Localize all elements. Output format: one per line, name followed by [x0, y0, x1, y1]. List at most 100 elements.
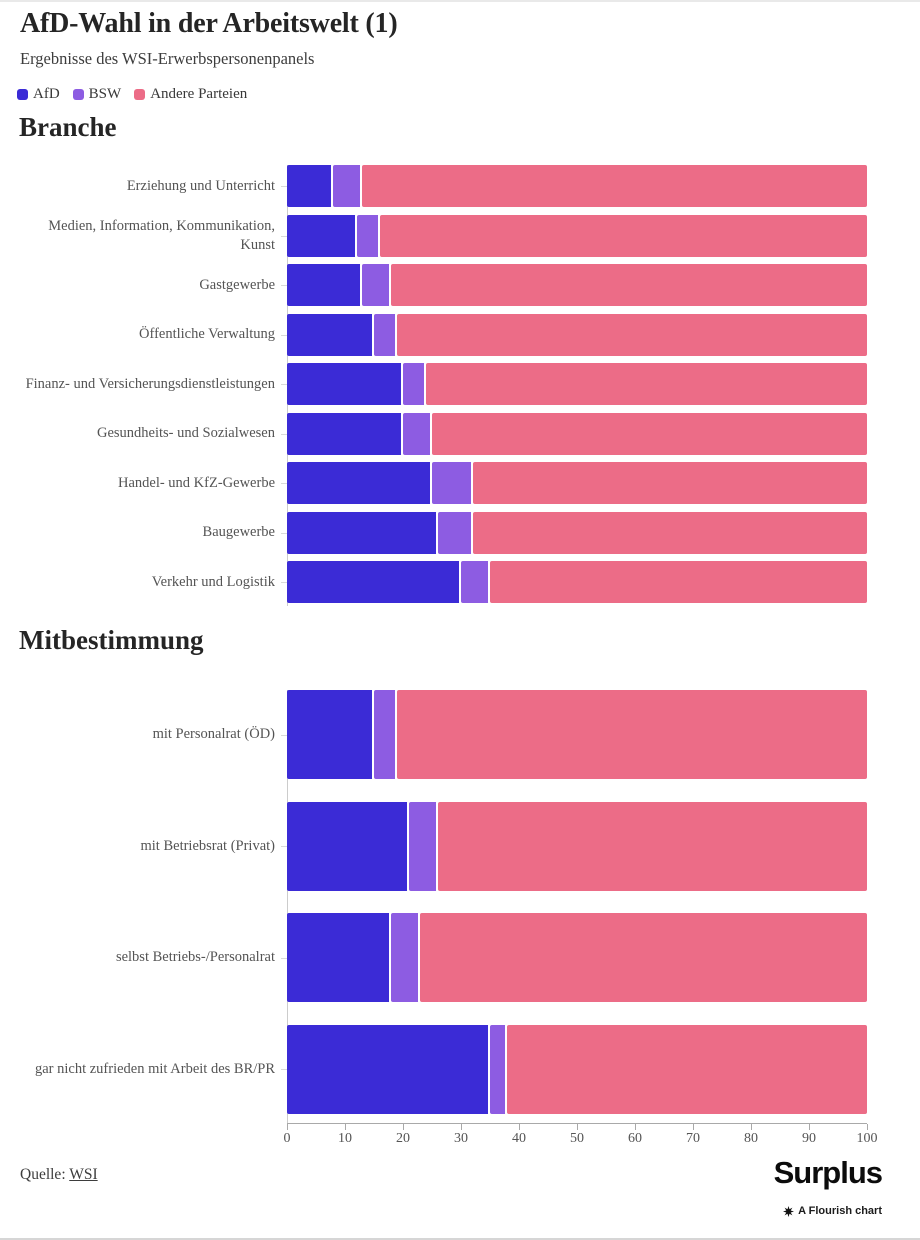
bar-segment-afd[interactable] — [287, 214, 357, 257]
flourish-star-icon — [783, 1205, 795, 1217]
bar-segment-afd[interactable] — [287, 165, 334, 207]
bar-segment-bsw[interactable] — [403, 363, 427, 405]
legend-label: BSW — [88, 86, 122, 102]
flourish-attribution-label: A Flourish chart — [798, 1205, 882, 1217]
tick-label: 70 — [686, 1131, 700, 1146]
chart-row: Medien, Information, Kommunikation, Kuns… — [20, 214, 900, 257]
mitbestimmung-chart: mit Personalrat (ÖD) mit Betriebsrat (Pri… — [20, 690, 900, 1136]
bar-segment-bsw[interactable] — [461, 561, 490, 603]
source-link[interactable]: WSI — [69, 1166, 98, 1183]
tick-label: 90 — [802, 1131, 816, 1146]
stacked-bar — [281, 264, 867, 306]
flourish-attribution[interactable]: A Flourish chart — [783, 1205, 882, 1217]
bar-segment-afd[interactable] — [287, 412, 403, 455]
bar-segment-andere-parteien[interactable] — [362, 165, 867, 207]
page-title: AfD-Wahl in der Arbeitswelt (1) — [20, 8, 398, 39]
legend-label: AfD — [33, 86, 60, 102]
source-note: Quelle: WSI — [20, 1166, 98, 1184]
tick-label: 20 — [396, 1131, 410, 1146]
row-label: Erziehung und Unterricht — [126, 177, 275, 194]
tick-label: 40 — [512, 1131, 526, 1146]
row-label: Handel- und KfZ-Gewerbe — [117, 474, 275, 491]
legend-swatch — [17, 89, 28, 100]
bar-segment-bsw[interactable] — [432, 462, 473, 504]
bar-segment-bsw[interactable] — [490, 1024, 508, 1114]
x-axis: 0 10 20 30 40 50 60 70 80 90 100 — [284, 1123, 878, 1146]
tick-label: 30 — [454, 1131, 468, 1146]
bar-segment-andere-parteien[interactable] — [391, 264, 867, 306]
chart-row: gar nicht zufrieden mit Arbeit des BR/PR — [20, 1024, 900, 1114]
tick-mark — [286, 1124, 288, 1130]
bar-segment-bsw[interactable] — [374, 690, 398, 779]
chart-row: Gastgewerbe — [20, 264, 900, 306]
bar-segment-afd[interactable] — [287, 313, 374, 356]
bar-segment-afd[interactable] — [287, 801, 409, 891]
bar-segment-afd[interactable] — [287, 690, 374, 779]
bar-segment-afd[interactable] — [287, 511, 438, 554]
tick-mark — [344, 1124, 346, 1130]
bar-segment-andere-parteien[interactable] — [432, 412, 867, 455]
row-label: Gesundheits- und Sozialwesen — [97, 425, 275, 442]
stacked-bar — [281, 561, 867, 603]
tick-label: 50 — [570, 1131, 584, 1146]
tick-mark — [634, 1124, 636, 1130]
bar-segment-andere-parteien[interactable] — [472, 462, 867, 504]
surplus-logo: Surplus — [773, 1155, 883, 1190]
chart-row: Gesundheits- und Sozialwesen — [20, 412, 900, 455]
row-label: mit Personalrat (ÖD) — [152, 726, 275, 743]
bar-segment-bsw[interactable] — [391, 913, 421, 1002]
row-label: Finanz- und Versicherungsdienstleistunge… — [25, 375, 275, 392]
chart-row: Verkehr und Logistik — [20, 561, 900, 603]
legend: AfD BSW Andere Parteien — [17, 86, 260, 103]
bar-segment-bsw[interactable] — [356, 214, 380, 257]
tick-mark — [866, 1124, 868, 1130]
tick-mark — [402, 1124, 404, 1130]
tick-label: 80 — [744, 1131, 758, 1146]
row-label: selbst Betriebs-/Personalrat — [115, 949, 275, 966]
bar-segment-afd[interactable] — [287, 264, 363, 306]
bar-segment-afd[interactable] — [287, 561, 461, 603]
row-label: Öffentliche Verwaltung — [139, 326, 275, 343]
bar-segment-andere-parteien[interactable] — [397, 313, 867, 356]
stacked-bar — [281, 165, 867, 207]
row-label: Gastgewerbe — [199, 276, 275, 293]
source-label: Quelle: — [20, 1166, 66, 1183]
legend-item-andere-parteien[interactable]: Andere Parteien — [134, 86, 247, 103]
chart-row: Erziehung und Unterricht — [20, 165, 900, 207]
chart-row: Finanz- und Versicherungsdienstleistunge… — [20, 363, 900, 405]
chart-row: mit Personalrat (ÖD) — [20, 690, 900, 779]
bar-segment-bsw[interactable] — [403, 412, 432, 455]
bar-segment-bsw[interactable] — [437, 511, 473, 554]
stacked-bar — [281, 690, 867, 779]
bar-segment-afd[interactable] — [287, 1024, 490, 1114]
bar-segment-afd[interactable] — [287, 913, 392, 1002]
bar-segment-andere-parteien[interactable] — [420, 913, 867, 1002]
bar-segment-afd[interactable] — [287, 462, 432, 504]
page-subtitle: Ergebnisse des WSI-Erwerbspersonenpanels — [20, 49, 315, 68]
bar-segment-bsw[interactable] — [408, 801, 438, 891]
y-axis-line — [287, 690, 288, 1124]
bar-segment-afd[interactable] — [287, 363, 403, 405]
bar-segment-andere-parteien[interactable] — [507, 1024, 867, 1114]
legend-swatch — [134, 89, 146, 100]
tick-mark — [518, 1124, 520, 1130]
bar-segment-bsw[interactable] — [362, 264, 392, 306]
bar-segment-andere-parteien[interactable] — [379, 214, 867, 257]
bar-segment-andere-parteien[interactable] — [437, 801, 867, 891]
legend-swatch — [72, 89, 84, 100]
tick-label: 60 — [628, 1131, 642, 1146]
legend-item-afd[interactable]: AfD — [17, 86, 60, 103]
bar-segment-andere-parteien[interactable] — [490, 561, 867, 603]
section-heading-mitbestimmung: Mitbestimmung — [19, 625, 204, 655]
bar-segment-andere-parteien[interactable] — [426, 363, 867, 405]
stacked-bar — [281, 913, 867, 1002]
legend-item-bsw[interactable]: BSW — [72, 86, 122, 103]
row-label: gar nicht zufrieden mit Arbeit des BR/PR — [34, 1060, 275, 1077]
bar-segment-bsw[interactable] — [374, 313, 398, 356]
tick-mark — [808, 1124, 810, 1130]
tick-mark — [576, 1124, 578, 1130]
bar-segment-andere-parteien[interactable] — [472, 511, 867, 554]
bar-segment-andere-parteien[interactable] — [397, 690, 867, 779]
legend-label: Andere Parteien — [150, 86, 248, 102]
bar-segment-bsw[interactable] — [333, 165, 363, 207]
